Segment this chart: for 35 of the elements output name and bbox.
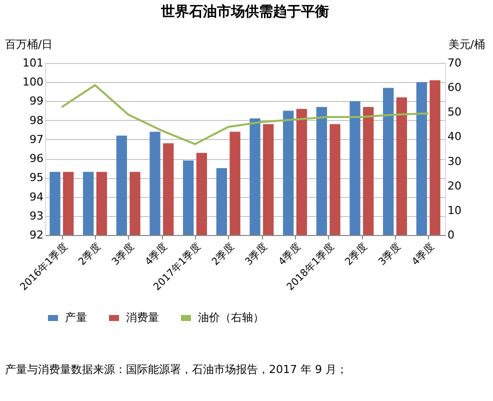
y2-tick-label: 60 [448, 81, 462, 94]
y2-tick-label: 50 [448, 106, 462, 119]
y-tick-label: 93 [30, 209, 44, 222]
x-tick-label: 2季度 [76, 240, 104, 268]
legend-label: 油价（右轴） [198, 311, 264, 324]
y-tick-label: 95 [30, 171, 44, 184]
y-axis-title: 百万桶/日 [5, 38, 53, 51]
y2-tick-label: 30 [448, 154, 462, 168]
x-tick-label: 2季度 [342, 240, 370, 268]
x-tick-label: 2季度 [209, 240, 237, 268]
x-tick-label: 4季度 [276, 240, 304, 268]
y-tick-label: 94 [30, 190, 44, 204]
chart-title: 世界石油市场供需趋于平衡 [160, 3, 329, 20]
y2-tick-label: 0 [448, 228, 454, 242]
y2-tick-label: 40 [448, 130, 462, 144]
y2-axis-title: 美元/桶 [448, 38, 485, 51]
x-tick-label: 4季度 [142, 240, 170, 268]
text: 产量与消费量数据来源：国际能源署，石油市场报告，2017 年 9 月； [5, 363, 348, 376]
line-series [60, 84, 430, 146]
y-tick-label: 99 [30, 94, 44, 108]
legend-label: 消费量 [126, 311, 159, 324]
x-tick-label: 3季度 [242, 240, 270, 268]
y-tick-label: 92 [30, 228, 44, 242]
legend-label: 产量 [65, 311, 87, 324]
x-tick-label: 3季度 [376, 240, 404, 268]
y2-tick-label: 20 [448, 179, 462, 192]
y2-tick-label: 10 [448, 204, 462, 217]
y-tick-label: 98 [30, 114, 44, 127]
y2-tick-label: 70 [448, 56, 462, 70]
y-tick-label: 96 [30, 152, 44, 166]
y-tick-label: 100 [22, 76, 44, 89]
x-tick-label: 4季度 [409, 240, 437, 268]
y-tick-label: 101 [22, 56, 44, 70]
y-tick-label: 97 [30, 132, 44, 146]
x-tick-label: 3季度 [109, 240, 137, 268]
